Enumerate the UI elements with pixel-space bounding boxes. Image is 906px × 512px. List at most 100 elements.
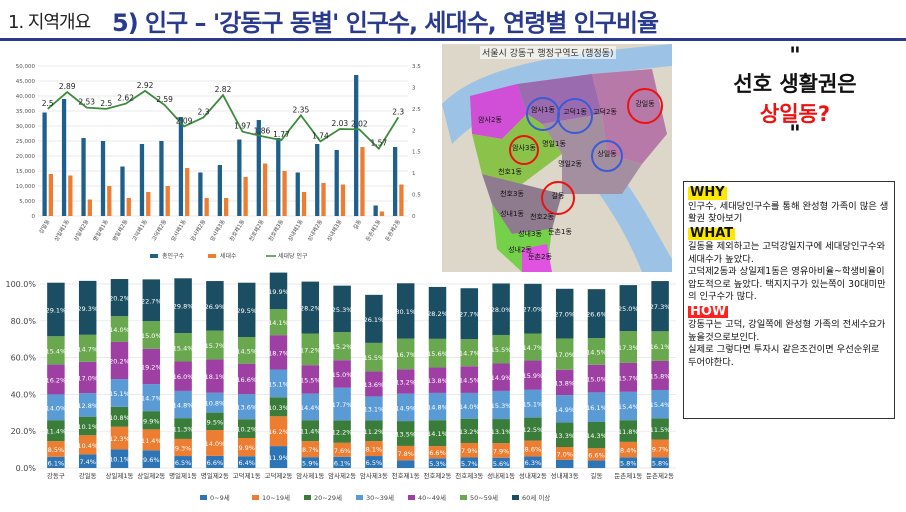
bar-total-population [392, 147, 398, 216]
bar-households [185, 168, 190, 216]
stack-segment [142, 429, 161, 451]
segment-label: 29.1% [46, 306, 67, 314]
data-label-per-household: 2.3 [198, 107, 210, 116]
segment-label: 16.6% [236, 376, 257, 384]
stack-segment [269, 272, 288, 310]
stack-segment [587, 422, 606, 449]
map-label: 상일동 [597, 149, 617, 158]
y-tick-left: 20,000 [16, 154, 36, 160]
stack-segment [142, 450, 161, 468]
segment-label: 28.2% [300, 305, 321, 313]
legend-swatch [408, 495, 415, 500]
segment-label: 25.0% [618, 305, 639, 313]
stack-segment [524, 417, 542, 441]
y-tick-right: 1.5 [412, 150, 421, 156]
bar-total-population [256, 120, 261, 216]
stack-segment [587, 289, 606, 339]
segment-label: 14.1% [268, 319, 289, 327]
stack-segment [460, 366, 479, 393]
segment-label: 15.7% [205, 342, 226, 350]
segment-label: 9.3% [175, 444, 192, 452]
x-tick-label: 둔촌제1동 [614, 471, 642, 480]
data-label-per-household: 1.57 [370, 139, 387, 148]
stack-segment [492, 419, 510, 444]
stack-segment [269, 397, 288, 417]
segment-label: 19.2% [141, 363, 162, 371]
section-label: 1. 지역개요 [8, 12, 91, 33]
stack-segment [142, 321, 161, 349]
bar-total-population [315, 144, 320, 216]
segment-label: 16.0% [173, 373, 194, 381]
segment-label: 6.6% [207, 459, 224, 467]
segment-label: 17.2% [300, 346, 321, 354]
y-tick-right: 0 [412, 214, 416, 220]
segment-label: 14.0% [459, 403, 480, 411]
segment-label: 13.8% [554, 379, 575, 387]
segment-label: 16.7% [395, 351, 416, 359]
bar-households [360, 147, 365, 216]
segment-label: 14.9% [554, 406, 575, 414]
x-tick-label: 강일동 [37, 218, 52, 235]
stack-segment [365, 294, 383, 343]
bar-households [379, 211, 385, 216]
stack-segment [110, 316, 129, 342]
segment-label: 13.2% [395, 379, 416, 387]
segment-label: 14.3% [586, 432, 607, 440]
bar-total-population [373, 205, 378, 216]
stack-segment [619, 391, 638, 421]
stack-segment [174, 418, 192, 439]
segment-label: 27.3% [650, 303, 671, 311]
stack-segment [237, 419, 256, 439]
x-tick-label: 성내제3동 [551, 471, 579, 480]
stack-segment [47, 441, 65, 457]
segment-label: 9.5% [207, 418, 224, 426]
segment-label: 15.7% [618, 374, 639, 382]
stack-segment [206, 281, 224, 331]
data-label-per-household: 2.5 [100, 99, 112, 108]
segment-label: 27.0% [554, 311, 575, 319]
data-label-per-household: 2.03 [331, 119, 348, 128]
segment-label: 14.5% [236, 347, 257, 355]
bar-households [107, 186, 112, 216]
district-myeongil [472, 114, 562, 184]
han-river [442, 44, 672, 144]
stack-segment [492, 363, 510, 391]
stack-segment [651, 389, 669, 419]
stack-segment [428, 286, 447, 339]
segment-label: 15.4% [618, 403, 639, 411]
stack-segment [301, 441, 320, 458]
data-label-per-household: 1.74 [312, 131, 329, 140]
segment-label: 7.9% [493, 447, 510, 455]
stack-segment [269, 446, 288, 468]
map-label: 암사1동 [531, 105, 555, 114]
legend-label: 50~59세 [470, 493, 498, 502]
segment-label: 15.5% [491, 346, 512, 354]
y-tick-left: 40,000 [16, 94, 36, 100]
stack-segment [142, 348, 161, 385]
x-tick-label: 명일제2동 [201, 471, 229, 480]
stack-segment [333, 387, 351, 421]
map-label: 성내1동 [500, 209, 524, 218]
segment-label: 15.0% [332, 371, 353, 379]
y-tick-left: 50,000 [16, 64, 36, 70]
segment-label: 15.3% [491, 402, 512, 410]
legend-label: 총인구수 [162, 252, 185, 260]
stack-segment [555, 395, 574, 423]
bar-total-population [198, 172, 203, 216]
stack-segment [365, 371, 383, 397]
stack-segment [460, 442, 479, 458]
y-tick-left: 30,000 [16, 124, 36, 130]
stack-segment [524, 456, 542, 468]
how-text-2: 실제로 그렇다면 투자시 같은조건이면 우선순위로 두어야한다. [688, 344, 880, 368]
bar-households [165, 186, 170, 216]
x-tick-label: 명일제1동 [169, 471, 197, 480]
bar-households [87, 199, 92, 216]
callout: " 선호 생활권은 상일동? " [700, 46, 890, 146]
x-tick-label: 강일동 [79, 471, 97, 480]
stack-segment [237, 336, 256, 364]
segment-label: 15.5% [300, 376, 321, 384]
map-title: 서울시 강동구 행정구역도 (행정동) [480, 46, 616, 59]
stack-segment [365, 456, 383, 468]
segment-label: 16.2% [46, 376, 67, 384]
